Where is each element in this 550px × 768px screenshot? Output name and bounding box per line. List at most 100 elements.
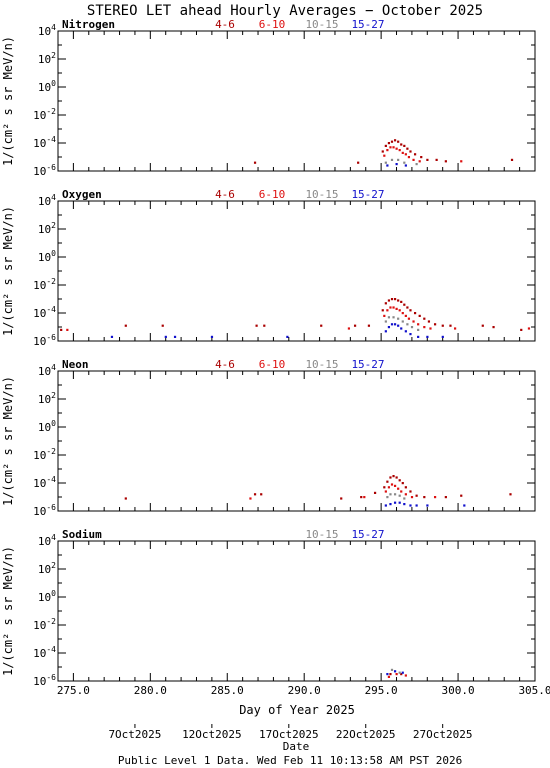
data-point-15-27 <box>393 501 397 504</box>
data-point-15-27 <box>404 164 407 167</box>
data-point-15-27 <box>110 335 114 338</box>
data-point-15-27 <box>393 670 397 673</box>
data-point-10-15 <box>406 323 409 326</box>
data-point-15-27 <box>409 333 412 336</box>
data-point-6-10 <box>401 312 404 315</box>
data-point-4-6 <box>387 299 391 302</box>
data-point-6-10 <box>400 490 403 493</box>
panel-title: Sodium <box>62 528 102 541</box>
data-point-15-27 <box>426 335 429 338</box>
data-point-15-27 <box>393 323 397 326</box>
data-point-10-15 <box>390 668 394 671</box>
y-tick-label: 102 <box>38 51 56 66</box>
data-point-4-6 <box>400 673 403 676</box>
date-axis-label: Date <box>283 740 310 753</box>
data-point-4-6 <box>255 324 258 327</box>
panel-nitrogen: 104 102 100 10-2 10-4 10-6 1/(cm² s sr MeV/n) N… <box>1 18 536 178</box>
date-axis: 7Oct2025 12Oct2025 17Oct2025 22Oct2025 27Oct… <box>108 724 472 741</box>
data-point-6-10 <box>386 149 389 152</box>
date-tick-label: 22Oct2025 <box>336 728 396 741</box>
y-tick-label: 100 <box>38 249 56 264</box>
panel-title: Oxygen <box>62 188 102 201</box>
y-tick-label: 10-6 <box>33 503 56 518</box>
y-axis-label: 1/(cm² s sr MeV/n) <box>1 376 15 506</box>
data-point-4-6 <box>404 486 407 489</box>
y-tick-label: 100 <box>38 79 56 94</box>
x-tick-label: 280.0 <box>134 684 167 697</box>
data-point-4-6 <box>124 497 127 500</box>
data-point-6-10 <box>417 323 420 326</box>
data-point-6-10 <box>363 496 366 499</box>
data-point-15-27 <box>386 164 389 167</box>
legend-6-10: 6-10 <box>259 18 286 31</box>
data-point-4-6 <box>389 476 392 479</box>
data-point-4-6 <box>441 324 444 327</box>
date-tick-label: 17Oct2025 <box>259 728 319 741</box>
data-point-4-6 <box>381 309 384 312</box>
data-point-15-27 <box>386 673 389 676</box>
data-point-15-27 <box>441 335 444 338</box>
data-point-4-6 <box>389 673 392 676</box>
data-point-6-10 <box>387 486 391 489</box>
data-point-6-10 <box>404 674 407 677</box>
data-point-10-15 <box>401 320 404 323</box>
data-point-4-6 <box>393 139 397 142</box>
panel-neon: 104 102 100 10-2 10-4 10-6 1/(cm² s sr MeV/n) N… <box>1 358 536 518</box>
data-point-4-6 <box>253 493 257 496</box>
legend-10-15: 10-15 <box>305 528 338 541</box>
data-point-10-15 <box>398 494 401 497</box>
data-point-4-6 <box>403 303 406 306</box>
data-point-6-10 <box>393 484 397 487</box>
data-point-4-6 <box>481 324 484 327</box>
legend-4-6: 4-6 <box>215 18 235 31</box>
data-point-6-10 <box>404 314 407 317</box>
y-tick-label: 102 <box>38 561 56 576</box>
data-point-15-27 <box>173 335 177 338</box>
data-point-4-6 <box>423 317 426 320</box>
y-tick-label: 100 <box>38 589 56 604</box>
data-point-4-6 <box>383 486 386 489</box>
data-point-4-6 <box>384 144 387 147</box>
y-tick-label: 10-4 <box>33 475 56 490</box>
data-point-10-15 <box>384 320 387 323</box>
data-point-6-10 <box>395 673 398 676</box>
data-point-6-10 <box>397 487 400 490</box>
data-point-15-27 <box>463 504 466 507</box>
footer: Public Level 1 Data. Wed Feb 11 10:13:58… <box>118 754 462 767</box>
y-tick-label: 10-2 <box>33 107 56 122</box>
data-point-4-6 <box>397 299 400 302</box>
data-point-10-15 <box>390 158 394 161</box>
data-point-10-15 <box>389 493 392 496</box>
x-tick-label: 275.0 <box>57 684 90 697</box>
data-point-4-6 <box>400 143 403 146</box>
panel-oxygen: 104 102 100 10-2 10-4 10-6 1/(cm² s sr MeV/n) O… <box>1 188 536 348</box>
data-point-4-6 <box>420 156 423 159</box>
data-point-6-10 <box>410 496 414 499</box>
data-point-6-10 <box>412 320 415 323</box>
date-tick-label: 7Oct2025 <box>108 728 161 741</box>
data-point-4-6 <box>444 496 447 499</box>
data-point-6-10 <box>433 496 437 499</box>
data-point-4-6 <box>426 158 429 161</box>
data-point-6-10 <box>407 156 411 159</box>
y-tick-label: 10-4 <box>33 645 56 660</box>
data-point-6-10 <box>404 493 407 496</box>
data-point-10-15 <box>410 326 414 329</box>
data-point-4-6 <box>403 144 406 147</box>
data-point-4-6 <box>409 490 412 493</box>
data-point-6-10 <box>386 309 389 312</box>
data-point-6-10 <box>347 327 351 330</box>
plot-frame <box>57 200 536 342</box>
data-point-6-10 <box>387 675 391 678</box>
data-point-4-6 <box>444 160 447 163</box>
data-point-15-27 <box>398 501 401 504</box>
x-tick-label: 290.0 <box>288 684 321 697</box>
data-point-4-6 <box>381 150 384 153</box>
data-point-15-27 <box>417 335 420 338</box>
data-point-6-10 <box>418 160 421 163</box>
legend-15-27: 15-27 <box>351 18 384 31</box>
data-point-4-6 <box>510 158 514 161</box>
legend-10-15: 10-15 <box>305 188 338 201</box>
data-point-6-10 <box>412 158 415 161</box>
